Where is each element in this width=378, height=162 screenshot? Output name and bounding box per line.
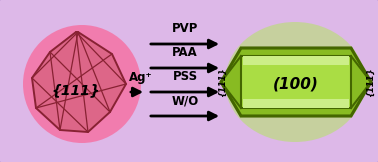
Text: PAA: PAA [172, 46, 198, 59]
Text: (100): (100) [273, 76, 319, 92]
Text: PSS: PSS [172, 70, 198, 83]
Text: {111}: {111} [366, 67, 375, 97]
Polygon shape [243, 99, 349, 108]
Text: Ag⁺: Ag⁺ [129, 71, 153, 84]
Text: {111}: {111} [217, 67, 226, 97]
Polygon shape [221, 48, 371, 116]
Polygon shape [243, 56, 349, 65]
Ellipse shape [23, 25, 141, 143]
Polygon shape [32, 32, 126, 132]
Text: PVP: PVP [172, 22, 198, 35]
Polygon shape [241, 56, 351, 108]
Ellipse shape [225, 22, 365, 142]
Text: W/O: W/O [171, 94, 198, 107]
Text: {111}: {111} [52, 83, 100, 97]
